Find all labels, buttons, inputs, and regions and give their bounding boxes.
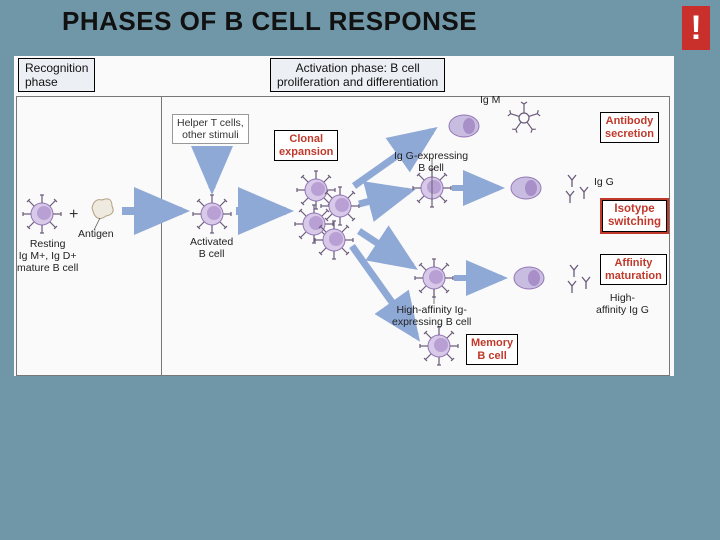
isotype-label: Isotype switching	[600, 198, 669, 234]
clonal-label: Clonal expansion	[274, 130, 338, 161]
memory-label: Memory B cell	[466, 334, 518, 365]
helper-label: Helper T cells, other stimuli	[172, 114, 249, 144]
resting-label: Resting Ig M+, Ig D+ mature B cell	[17, 238, 78, 274]
exclaim-badge: !	[682, 6, 710, 50]
plus-sign: +	[69, 206, 78, 223]
igg-cell-label: Ig G-expressing B cell	[394, 150, 468, 174]
affinity-label: Affinity maturation	[600, 254, 667, 285]
igg-label: Ig G	[594, 176, 614, 188]
activated-bcell	[193, 195, 231, 233]
cells-svg: +	[14, 56, 674, 376]
page-title: PHASES OF B CELL RESPONSE	[62, 6, 720, 37]
high-cell-label: High-affinity Ig- expressing B cell	[392, 304, 471, 328]
antibody-secretion-label: Antibody secretion	[600, 112, 659, 143]
memory-bcell	[420, 327, 458, 365]
resting-bcell	[23, 195, 61, 233]
antigen-label: Antigen	[78, 228, 114, 240]
high-igg-label: High- affinity Ig G	[596, 292, 649, 316]
clonal-cluster	[295, 171, 359, 259]
plasma-igm	[449, 115, 479, 137]
igm-pentamer	[508, 102, 540, 133]
diagram-panel: Recognition phase Activation phase: B ce…	[14, 56, 674, 376]
activated-label: Activated B cell	[190, 236, 233, 260]
plasma-igg	[511, 177, 541, 199]
antigen	[92, 199, 113, 219]
plasma-high	[514, 267, 544, 289]
igm-label: Ig M	[480, 94, 500, 106]
